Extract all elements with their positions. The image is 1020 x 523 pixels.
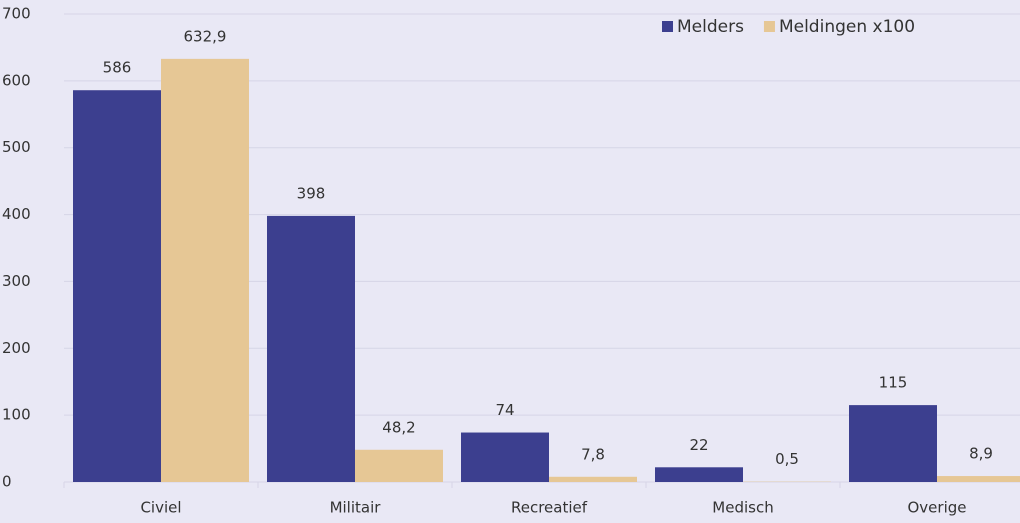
legend-swatch <box>662 21 673 32</box>
data-label: 398 <box>297 184 326 202</box>
data-label: 586 <box>103 59 132 77</box>
x-tick-label: Civiel <box>140 499 181 517</box>
legend-label: Melders <box>677 17 744 37</box>
y-tick-label: 200 <box>2 339 31 357</box>
bar <box>161 58 249 482</box>
data-label: 115 <box>879 374 908 392</box>
bar <box>937 476 1020 482</box>
data-label: 632,9 <box>184 27 227 45</box>
x-tick-label: Recreatief <box>511 499 588 517</box>
bar <box>355 449 443 482</box>
data-label: 74 <box>495 401 514 419</box>
data-label: 22 <box>689 436 708 454</box>
bar <box>849 405 937 482</box>
y-tick-label: 700 <box>2 5 31 23</box>
bar <box>461 432 549 482</box>
y-tick-label: 600 <box>2 71 31 89</box>
data-label: 0,5 <box>775 450 799 468</box>
legend-swatch <box>763 21 775 32</box>
y-tick-label: 100 <box>2 406 31 424</box>
x-tick-label: Overige <box>908 499 967 517</box>
bar <box>655 467 743 482</box>
y-tick-label: 500 <box>2 138 31 156</box>
data-label: 7,8 <box>581 445 605 463</box>
data-label: 8,9 <box>969 445 993 463</box>
bar <box>73 90 161 483</box>
y-tick-label: 300 <box>2 272 31 290</box>
y-tick-label: 0 <box>2 473 12 491</box>
bar <box>267 215 355 482</box>
bar <box>549 476 637 482</box>
x-tick-label: Medisch <box>712 499 773 517</box>
y-tick-label: 400 <box>2 205 31 223</box>
legend-label: Meldingen x100 <box>779 17 915 37</box>
data-label: 48,2 <box>382 418 415 436</box>
x-tick-label: Militair <box>330 499 382 517</box>
